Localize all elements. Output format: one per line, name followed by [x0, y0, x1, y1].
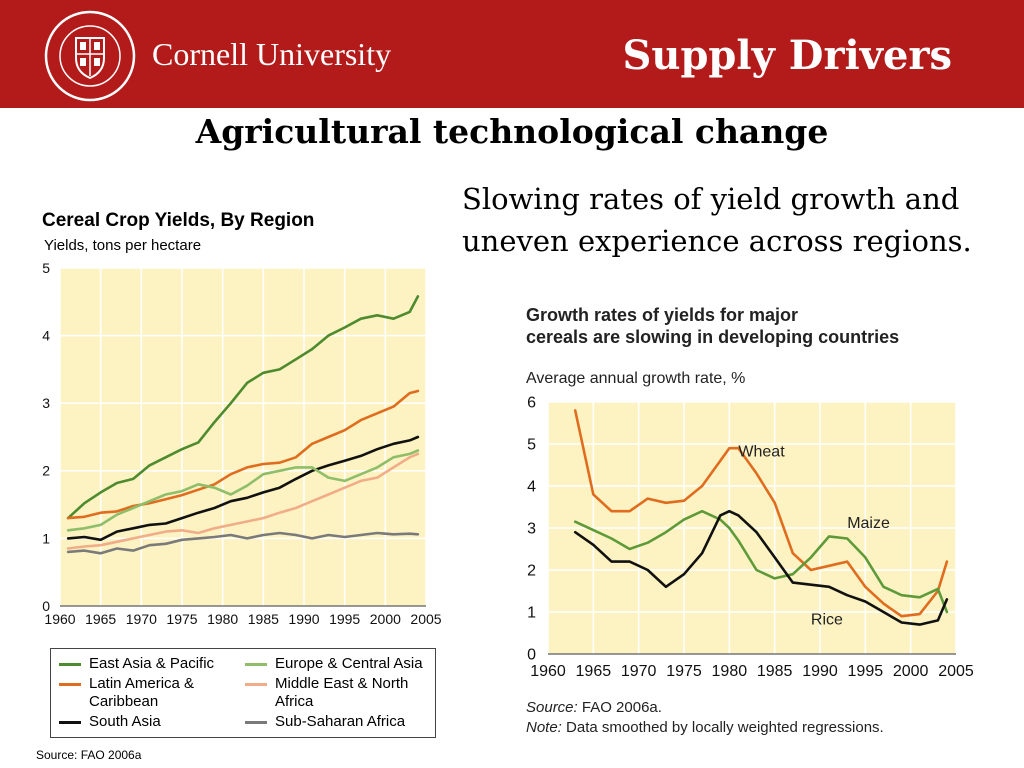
cereal-yields-chart: 1960 1965 1970 1975 1980 1985 1990 1995 2000 2005…	[42, 260, 442, 627]
y-tick-label: 1	[42, 530, 50, 546]
brand-name: Cornell University	[152, 36, 392, 72]
series-line-south-asia	[66, 435, 420, 542]
series-line-wheat	[573, 409, 949, 618]
series-annotation: Wheat	[738, 444, 785, 461]
legend-label: Europe & Central Asia	[275, 655, 423, 672]
x-tick-label: 2005	[938, 663, 974, 680]
chart2-source: Source: FAO 2006a.	[526, 698, 884, 718]
legend-label: Middle East & North Africa	[275, 675, 409, 710]
legend-item: Middle East & North Africa	[245, 675, 431, 711]
legend-item: Sub-Saharan Africa	[245, 713, 405, 731]
chart2-notes: Source: FAO 2006a. Note: Data smoothed b…	[526, 698, 884, 738]
x-tick-label: 1965	[85, 611, 116, 627]
chart1-title: Cereal Crop Yields, By Region	[42, 210, 315, 231]
y-tick-label: 0	[42, 598, 50, 614]
series-annotation: Rice	[811, 612, 843, 629]
legend-item: Latin America & Caribbean	[59, 675, 229, 711]
chart1-y-axis-label: Yields, tons per hectare	[44, 237, 202, 254]
legend-label: Latin America & Caribbean	[89, 675, 195, 710]
chart2-title-line: Growth rates of yields for major	[526, 305, 799, 325]
y-tick-label: 4	[42, 328, 50, 344]
legend-label: East Asia & Pacific	[89, 655, 215, 672]
x-tick-label: 2000	[893, 663, 929, 680]
legend-swatch	[59, 683, 81, 686]
legend-item: South Asia	[59, 713, 161, 731]
section-title: Supply Drivers	[622, 32, 952, 79]
legend-label: South Asia	[89, 713, 161, 730]
chart2-note-label: Note:	[526, 719, 562, 736]
chart2-title: Growth rates of yields for major cereals…	[526, 304, 899, 348]
series-line-maize	[573, 509, 949, 614]
chart2-source-label: Source:	[526, 699, 578, 716]
y-tick-label: 0	[527, 647, 536, 664]
y-tick-label: 1	[527, 605, 536, 622]
subtitle: Slowing rates of yield growth and uneven…	[462, 178, 1002, 262]
y-tick-label: 6	[527, 395, 536, 412]
y-tick-label: 2	[42, 463, 50, 479]
chart2-source-text: FAO 2006a.	[581, 699, 662, 716]
x-tick-label: 1960	[530, 663, 566, 680]
series-line-rice	[573, 509, 949, 626]
header-bar: Cornell University Supply Drivers	[0, 0, 1024, 108]
x-tick-label: 1980	[712, 663, 748, 680]
legend-swatch	[245, 721, 267, 724]
series-line-east-asia-pacific	[66, 295, 420, 520]
series-line-middle-east-north-africa	[66, 452, 420, 550]
cornell-seal-logo	[44, 10, 136, 102]
plot-area	[60, 268, 426, 606]
series-line-sub-saharan-africa	[66, 531, 420, 555]
y-tick-label: 5	[527, 437, 536, 454]
legend-swatch	[59, 663, 81, 666]
x-tick-label: 2005	[410, 611, 441, 627]
growth-rates-chart: 1960 1965 1970 1975 1980 1985 1990 1995 2000 2005…	[527, 395, 974, 680]
x-tick-label: 1975	[666, 663, 702, 680]
chart2-title-line: cereals are slowing in developing countr…	[526, 327, 900, 347]
x-tick-label: 1970	[621, 663, 657, 680]
y-tick-label: 4	[527, 479, 536, 496]
x-tick-label: 1970	[126, 611, 157, 627]
legend-label: Sub-Saharan Africa	[275, 713, 406, 730]
y-tick-label: 2	[527, 563, 536, 580]
x-tick-label: 1990	[802, 663, 838, 680]
x-tick-label: 1985	[248, 611, 279, 627]
x-tick-label: 1995	[329, 611, 360, 627]
series-line-latin-america-caribbean	[66, 389, 420, 520]
series-line-europe-central-asia	[66, 449, 420, 532]
x-tick-label: 1975	[166, 611, 197, 627]
legend-swatch	[245, 663, 267, 666]
y-tick-label: 3	[527, 521, 536, 538]
x-tick-label: 1995	[848, 663, 884, 680]
legend-swatch	[245, 683, 267, 686]
legend-swatch	[59, 721, 81, 724]
page-title: Agricultural technological change	[195, 112, 829, 151]
legend-item: East Asia & Pacific	[59, 655, 214, 673]
x-tick-label: 1985	[757, 663, 793, 680]
chart2-note-text: Data smoothed by locally weighted regres…	[566, 719, 884, 736]
chart1-source: Source: FAO 2006a	[36, 748, 142, 762]
legend-item: Europe & Central Asia	[245, 655, 423, 673]
x-tick-label: 2000	[370, 611, 401, 627]
x-tick-label: 1960	[44, 611, 75, 627]
chart2-y-axis-label: Average annual growth rate, %	[526, 370, 746, 387]
x-tick-label: 1980	[207, 611, 238, 627]
series-annotation: Maize	[847, 515, 890, 532]
y-tick-label: 3	[42, 395, 50, 411]
x-tick-label: 1965	[576, 663, 612, 680]
subtitle-line: uneven experience across regions.	[462, 224, 972, 258]
chart2-note: Note: Data smoothed by locally weighted …	[526, 718, 884, 738]
x-tick-label: 1990	[288, 611, 319, 627]
subtitle-line: Slowing rates of yield growth and	[462, 182, 960, 216]
y-tick-label: 5	[42, 260, 50, 276]
chart1-legend: East Asia & Pacific Europe & Central Asi…	[50, 648, 436, 738]
